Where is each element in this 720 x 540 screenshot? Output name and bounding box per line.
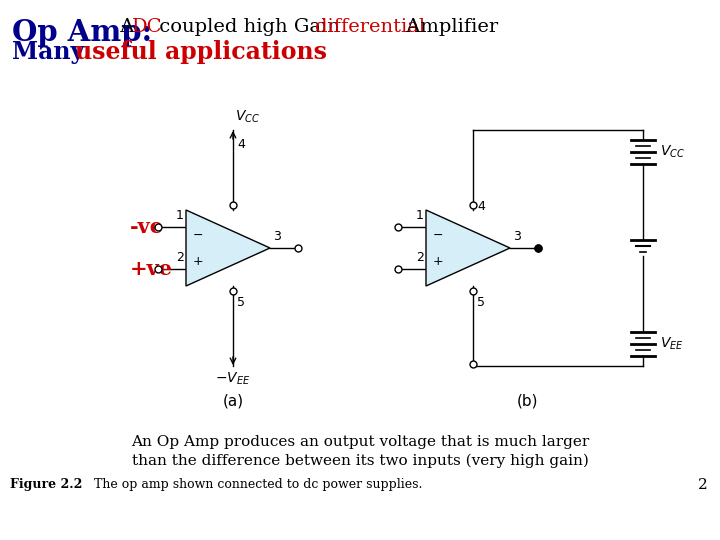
Text: 5: 5 (477, 296, 485, 309)
Text: differential: differential (315, 18, 425, 36)
Text: $V_{CC}$: $V_{CC}$ (660, 144, 685, 160)
Text: (b): (b) (517, 394, 539, 409)
Text: 1: 1 (176, 209, 184, 222)
Text: +: + (433, 255, 444, 268)
Text: The op amp shown connected to dc power supplies.: The op amp shown connected to dc power s… (86, 478, 423, 491)
Text: An Op Amp produces an output voltage that is much larger: An Op Amp produces an output voltage tha… (131, 435, 589, 449)
Text: 4: 4 (237, 138, 245, 151)
Text: 1: 1 (416, 209, 424, 222)
Text: Figure 2.2: Figure 2.2 (10, 478, 82, 491)
Text: +ve: +ve (130, 259, 173, 279)
Text: +: + (193, 255, 204, 268)
Text: 2: 2 (698, 478, 708, 492)
Text: −: − (433, 230, 444, 242)
Text: -ve: -ve (130, 217, 164, 237)
Text: DC: DC (132, 18, 163, 36)
Text: A: A (114, 18, 140, 36)
Text: 2: 2 (176, 251, 184, 264)
Text: Op Amp:: Op Amp: (12, 18, 152, 47)
Text: than the difference between its two inputs (very high gain): than the difference between its two inpu… (132, 454, 588, 468)
Text: $-V_{EE}$: $-V_{EE}$ (215, 371, 251, 387)
Text: 3: 3 (273, 230, 281, 243)
Text: $V_{EE}$: $V_{EE}$ (660, 336, 684, 352)
Text: $V_{CC}$: $V_{CC}$ (235, 109, 260, 125)
Text: useful applications: useful applications (75, 40, 327, 64)
Text: 5: 5 (237, 296, 245, 309)
Text: (a): (a) (222, 394, 243, 409)
Text: 2: 2 (416, 251, 424, 264)
Text: 4: 4 (477, 200, 485, 213)
Text: Many: Many (12, 40, 92, 64)
Text: Amplifier: Amplifier (400, 18, 498, 36)
Text: coupled high Gain: coupled high Gain (153, 18, 346, 36)
Text: −: − (193, 230, 204, 242)
Polygon shape (426, 210, 510, 286)
Polygon shape (186, 210, 270, 286)
Text: 3: 3 (513, 230, 521, 243)
